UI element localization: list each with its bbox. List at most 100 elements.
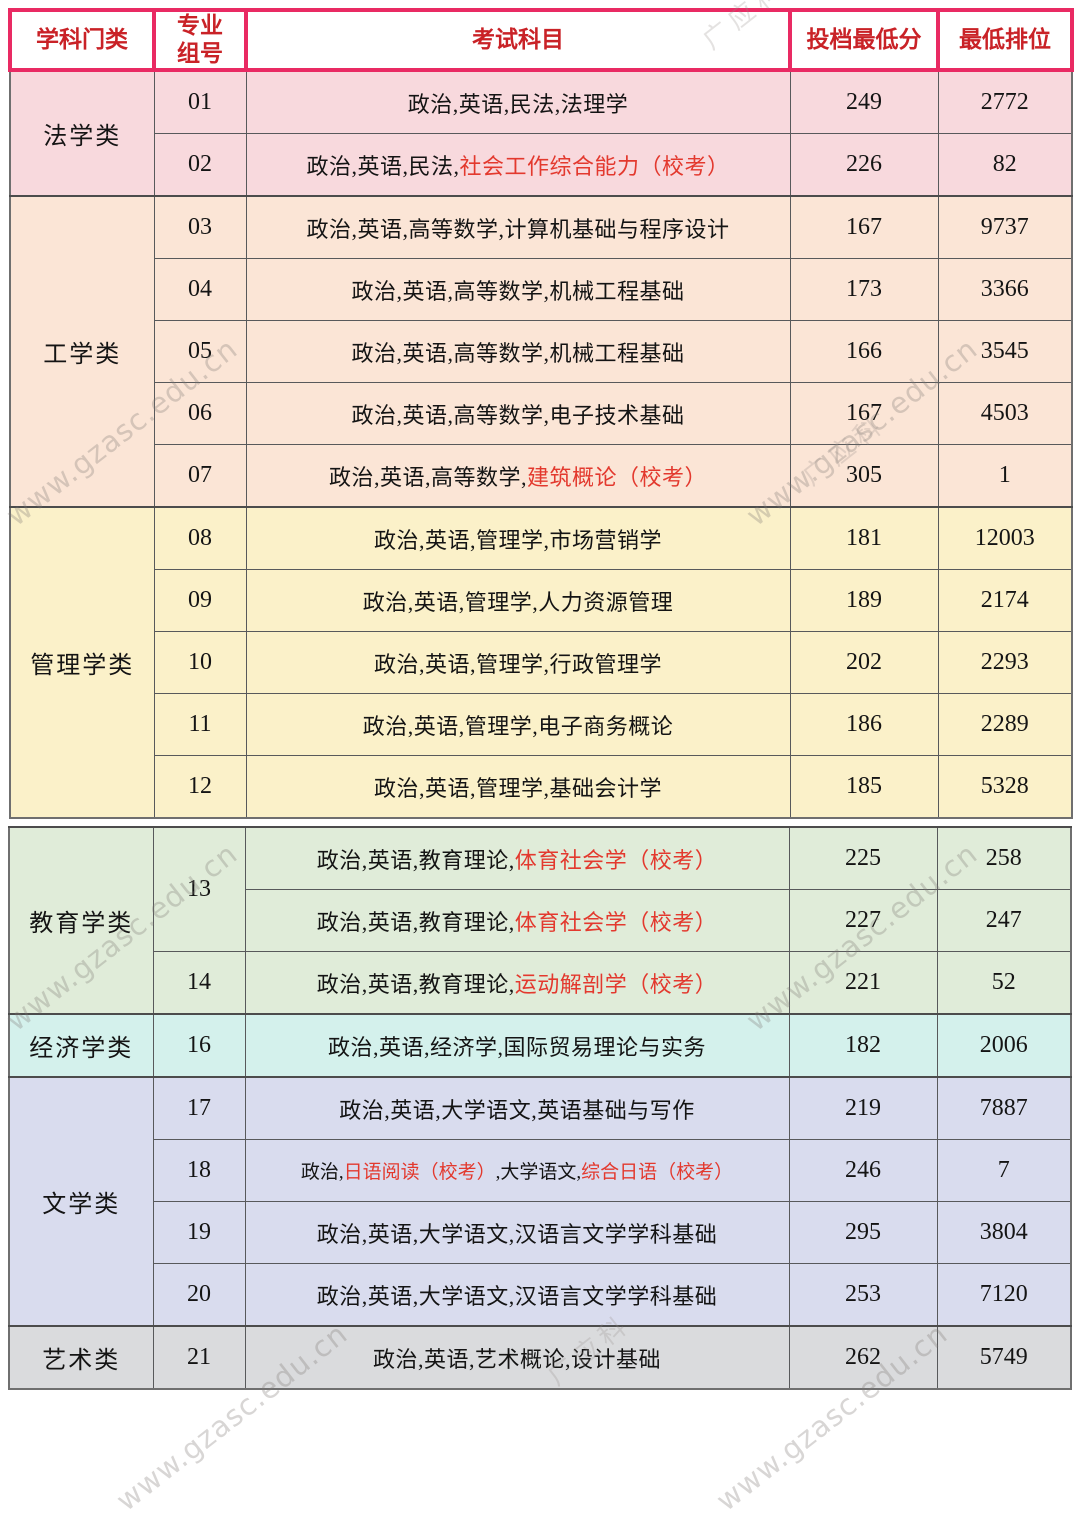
table-row: 19 政治,英语,大学语文,汉语言文学学科基础 295 3804 [9, 1201, 1072, 1264]
score-cell: 189 [789, 569, 939, 632]
table-row: 法学类 01 政治,英语,民法,法理学 249 2772 [9, 69, 1073, 197]
subject-segment: 政治,英语,管理学,电子商务概论 [362, 713, 674, 739]
rank-cell: 5749 [936, 1325, 1072, 1390]
table-row: 20 政治,英语,大学语文,汉语言文学学科基础 253 7120 [9, 1263, 1072, 1327]
subjects-cell: 政治,英语,高等数学,机械工程基础 [245, 258, 791, 321]
rank-cell: 2293 [937, 631, 1073, 694]
subjects-cell: 政治,英语,管理学,市场营销学 [245, 506, 791, 570]
subjects-cell: 政治,英语,大学语文,汉语言文学学科基础 [244, 1201, 790, 1264]
table-row: 10 政治,英语,管理学,行政管理学 202 2293 [10, 631, 1073, 694]
table-row: 12 政治,英语,管理学,基础会计学 185 5328 [10, 755, 1073, 819]
score-cell: 166 [789, 320, 939, 383]
score-cell: 185 [789, 755, 939, 819]
group-cell: 09 [153, 569, 247, 632]
rank-cell: 4503 [937, 382, 1073, 445]
rank-cell: 2772 [937, 69, 1073, 134]
subjects-cell: 政治,英语,大学语文,汉语言文学学科基础 [244, 1263, 790, 1327]
group-cell: 13 [152, 826, 246, 952]
table-row: 政治,英语,教育理论,体育社会学（校考） 227 247 [9, 889, 1072, 952]
rank-cell: 82 [937, 133, 1073, 197]
score-cell: 262 [788, 1325, 938, 1390]
group-cell: 21 [152, 1325, 246, 1390]
score-cell: 181 [789, 506, 939, 570]
category-cell: 艺术类 [8, 1325, 154, 1390]
table-row: 艺术类 21 政治,英语,艺术概论,设计基础 262 5749 [8, 1325, 1072, 1390]
table-row: 18 政治,日语阅读（校考）,大学语文,综合日语（校考） 246 7 [9, 1139, 1072, 1202]
table-row: 07 政治,英语,高等数学,建筑概论（校考） 305 1 [10, 444, 1073, 508]
category-cell: 工学类 [9, 195, 155, 508]
table-row: 教育学类 13 政治,英语,教育理论,体育社会学（校考） 225 258 [8, 826, 1072, 1015]
group-cell: 10 [153, 631, 247, 694]
table-row: 06 政治,英语,高等数学,电子技术基础 167 4503 [10, 382, 1073, 445]
score-cell: 225 [788, 826, 938, 890]
subjects-cell: 政治,英语,民法,社会工作综合能力（校考） [245, 133, 791, 197]
subject-segment: 政治,英语,经济学,国际贸易理论与实务 [327, 1034, 706, 1060]
category-cell: 经济学类 [8, 1013, 154, 1078]
score-cell: 221 [788, 951, 938, 1015]
score-cell: 249 [789, 69, 939, 134]
subject-segment: 政治,英语,教育理论, [316, 847, 515, 873]
subjects-cell: 政治,英语,管理学,行政管理学 [245, 631, 791, 694]
table-row: 02 政治,英语,民法,社会工作综合能力（校考） 226 82 [10, 133, 1073, 197]
group-cell: 11 [153, 693, 247, 756]
group-cell: 02 [153, 133, 247, 197]
subjects-cell: 政治,英语,管理学,电子商务概论 [245, 693, 791, 756]
group-cell: 19 [152, 1201, 246, 1264]
subject-segment-red: 日语阅读（校考） [343, 1162, 496, 1183]
subjects-cell: 政治,英语,教育理论,体育社会学（校考） [244, 889, 790, 952]
group-cell: 16 [152, 1013, 246, 1078]
subject-segment: 政治,英语,民法,法理学 [407, 91, 629, 117]
subjects-cell: 政治,英语,教育理论,运动解剖学（校考） [244, 951, 790, 1015]
subject-segment-red: 社会工作综合能力（校考） [459, 153, 730, 179]
subject-segment: 政治,英语,管理学,基础会计学 [373, 775, 662, 801]
subject-segment: ,大学语文, [495, 1162, 582, 1183]
group-cell: 18 [152, 1139, 246, 1202]
subject-segment-red: 综合日语（校考） [581, 1162, 734, 1183]
admission-score-table: 学科门类 专业 组号 考试科目 投档最低分 最低排位 法学类 01 政治,英语,民法,法理学 2… [8, 8, 1074, 1390]
subject-segment-red: 体育社会学（校考） [514, 847, 718, 873]
subjects-cell: 政治,英语,管理学,人力资源管理 [245, 569, 791, 632]
table-row: 09 政治,英语,管理学,人力资源管理 189 2174 [10, 569, 1073, 632]
score-cell: 295 [788, 1201, 938, 1264]
score-cell: 182 [788, 1013, 938, 1078]
subject-segment: 政治,英语,艺术概论,设计基础 [372, 1346, 661, 1372]
rank-cell: 7887 [936, 1076, 1072, 1140]
score-cell: 167 [789, 382, 939, 445]
subject-segment: 政治,英语,高等数学, [328, 464, 527, 490]
group-cell: 14 [152, 951, 246, 1015]
group-cell: 06 [153, 382, 247, 445]
subject-segment: 政治,英语,大学语文,汉语言文学学科基础 [316, 1283, 718, 1309]
subjects-cell: 政治,英语,高等数学,电子技术基础 [245, 382, 791, 445]
subjects-cell: 政治,英语,高等数学,机械工程基础 [245, 320, 791, 383]
score-cell: 253 [788, 1263, 938, 1327]
category-cell: 教育学类 [8, 826, 154, 1015]
score-cell: 173 [789, 258, 939, 321]
subject-segment: 政治,英语,管理学,人力资源管理 [362, 589, 674, 615]
score-cell: 227 [788, 889, 938, 952]
subject-segment: 政治,英语,管理学,行政管理学 [373, 651, 662, 677]
subjects-cell: 政治,英语,管理学,基础会计学 [245, 755, 791, 819]
category-cell: 管理学类 [9, 506, 155, 819]
rank-cell: 2289 [937, 693, 1073, 756]
rank-cell: 12003 [937, 506, 1073, 570]
group-cell: 03 [153, 195, 247, 259]
column-header: 投档最低分 [788, 8, 940, 72]
rank-cell: 3545 [937, 320, 1073, 383]
table-row: 文学类 17 政治,英语,大学语文,英语基础与写作 219 7887 [8, 1076, 1072, 1327]
group-cell: 20 [152, 1263, 246, 1327]
score-table-lower: 教育学类 13 政治,英语,教育理论,体育社会学（校考） 225 258 政治,英语,教育… [8, 826, 1072, 1390]
score-cell: 305 [789, 444, 939, 508]
subjects-cell: 政治,英语,艺术概论,设计基础 [244, 1325, 790, 1390]
subjects-cell: 政治,英语,教育理论,体育社会学（校考） [244, 826, 790, 890]
group-cell: 01 [153, 69, 247, 134]
score-table-upper: 学科门类 专业 组号 考试科目 投档最低分 最低排位 法学类 01 政治,英语,民法,法理学 2… [8, 8, 1074, 819]
score-cell: 219 [788, 1076, 938, 1140]
rank-cell: 5328 [937, 755, 1073, 819]
group-cell: 05 [153, 320, 247, 383]
subjects-cell: 政治,英语,高等数学,建筑概论（校考） [245, 444, 791, 508]
score-cell: 186 [789, 693, 939, 756]
column-header: 专业 组号 [152, 8, 248, 72]
subject-segment: 政治,英语,大学语文,英语基础与写作 [339, 1097, 695, 1123]
rank-cell: 3366 [937, 258, 1073, 321]
